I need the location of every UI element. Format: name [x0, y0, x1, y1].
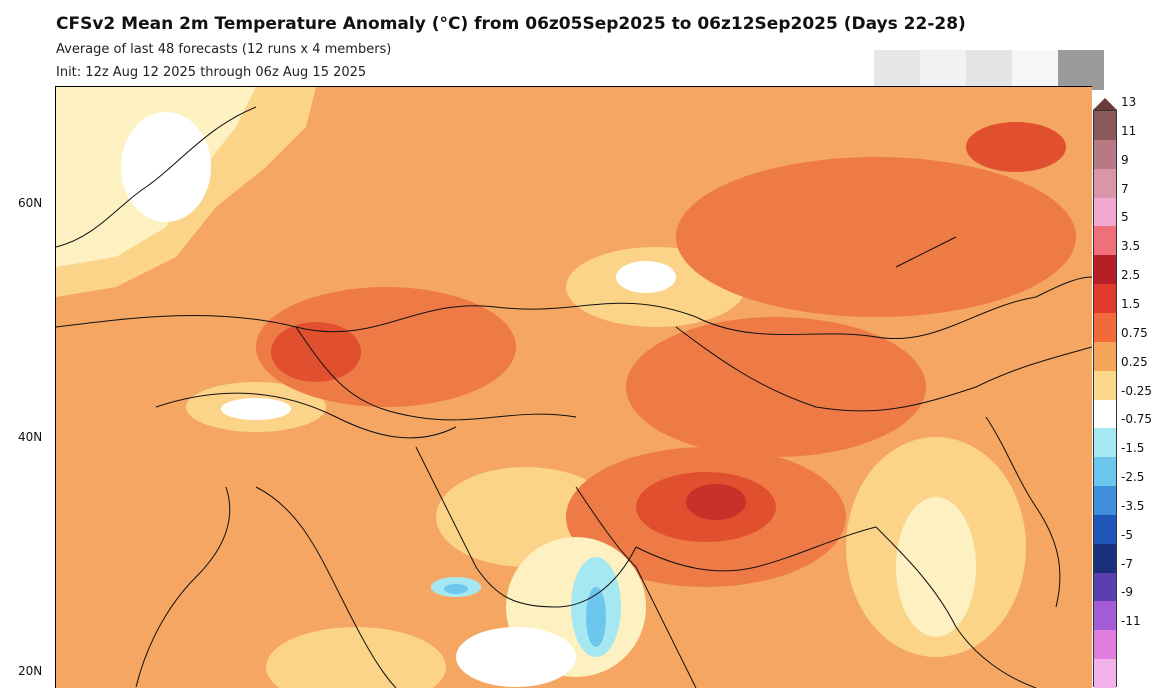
colorbar-tick-label: 7 — [1121, 181, 1129, 196]
map-title: CFSv2 Mean 2m Temperature Anomaly (°C) f… — [56, 14, 966, 34]
colorbar-tick-label: -5 — [1121, 527, 1133, 542]
colorbar-tick-label: 5 — [1121, 210, 1129, 225]
border-line — [255, 486, 397, 688]
border-line — [135, 486, 231, 688]
border-line — [985, 416, 1061, 608]
border-line — [155, 392, 457, 439]
colorbar-segment — [1094, 399, 1116, 429]
colorbar-tick-label: 9 — [1121, 152, 1129, 167]
border-line — [56, 302, 697, 333]
map-warm-mongolia — [626, 317, 926, 457]
colorbar — [1093, 110, 1117, 688]
colorbar-segment — [1094, 486, 1116, 516]
colorbar-segment — [1094, 341, 1116, 372]
map-warm-siberia — [676, 157, 1076, 317]
colorbar-tick-label: -7 — [1121, 556, 1133, 571]
map-subtitle-init: Init: 12z Aug 12 2025 through 06z Aug 15… — [56, 65, 367, 80]
map-hotter-tibet — [686, 484, 746, 520]
colorbar-tick-label: -11 — [1121, 614, 1141, 629]
border-line — [695, 276, 1092, 339]
redacted-box-5 — [1058, 50, 1104, 90]
colorbar-tick-label: -0.75 — [1121, 412, 1153, 427]
colorbar-tick-label: 1.5 — [1121, 296, 1141, 311]
colorbar-tick-label: 3.5 — [1121, 239, 1141, 254]
colorbar-tick-label: -3.5 — [1121, 498, 1145, 513]
colorbar-segment — [1094, 428, 1116, 458]
map-hot-kazakhstan — [271, 322, 361, 382]
colorbar-segment — [1094, 514, 1116, 545]
map-borders — [56, 106, 1092, 688]
colorbar-segment — [1094, 255, 1116, 285]
colorbar-tick-label: -9 — [1121, 585, 1133, 600]
map-hot-far-east — [966, 122, 1066, 172]
colorbar-segment — [1094, 601, 1116, 631]
lat-label-60n: 60N — [18, 196, 43, 210]
colorbar-segment — [1094, 226, 1116, 256]
lat-label-20n: 20N — [18, 664, 43, 678]
colorbar-segment — [1094, 168, 1116, 199]
colorbar-segment — [1094, 139, 1116, 170]
anomaly-map — [55, 86, 1092, 688]
map-colder-gulf — [444, 584, 468, 594]
map-white-turkey — [221, 398, 291, 420]
border-line — [675, 326, 1092, 412]
redacted-box-2 — [920, 50, 966, 90]
border-line — [56, 106, 257, 248]
border-line — [415, 446, 637, 608]
anomaly-map-svg — [56, 87, 1092, 688]
colorbar-segment — [1094, 370, 1116, 400]
colorbar-segment — [1094, 111, 1116, 141]
redacted-box-4 — [1012, 50, 1058, 90]
border-line — [895, 236, 957, 268]
colorbar-tick-label: 11 — [1121, 123, 1137, 138]
border-line — [575, 486, 697, 688]
colorbar-tick-label: -2.5 — [1121, 470, 1145, 485]
map-light-arabia — [266, 627, 446, 688]
colorbar-top-arrow — [1093, 98, 1117, 110]
colorbar-segment — [1094, 457, 1116, 487]
redacted-box-3 — [966, 50, 1012, 90]
map-white-scandinavia — [121, 112, 211, 222]
border-line — [875, 526, 1037, 688]
colorbar-segment — [1094, 572, 1116, 602]
colorbar-tick-label: -1.5 — [1121, 441, 1145, 456]
colorbar-segment — [1094, 630, 1116, 660]
colorbar-tick-label: 0.25 — [1121, 354, 1148, 369]
map-pale-arabian-sea — [456, 627, 576, 687]
map-white-middle — [616, 261, 676, 293]
colorbar-segment — [1094, 197, 1116, 227]
colorbar-segment — [1094, 312, 1116, 343]
colorbar-segment — [1094, 284, 1116, 314]
border-line — [295, 326, 577, 421]
map-subtitle-forecasts: Average of last 48 forecasts (12 runs x … — [56, 42, 392, 57]
colorbar-tick-label: -0.25 — [1121, 383, 1153, 398]
map-pale-china — [896, 497, 976, 637]
colorbar-tick-label: 13 — [1121, 95, 1137, 109]
lat-label-40n: 40N — [18, 430, 43, 444]
colorbar-tick-label: 0.75 — [1121, 325, 1148, 340]
redacted-box-1 — [874, 50, 920, 90]
colorbar-segment — [1094, 659, 1116, 688]
colorbar-tick-label: 2.5 — [1121, 268, 1141, 283]
map-colder-india — [586, 587, 606, 647]
border-line — [635, 526, 877, 572]
colorbar-segment — [1094, 543, 1116, 574]
